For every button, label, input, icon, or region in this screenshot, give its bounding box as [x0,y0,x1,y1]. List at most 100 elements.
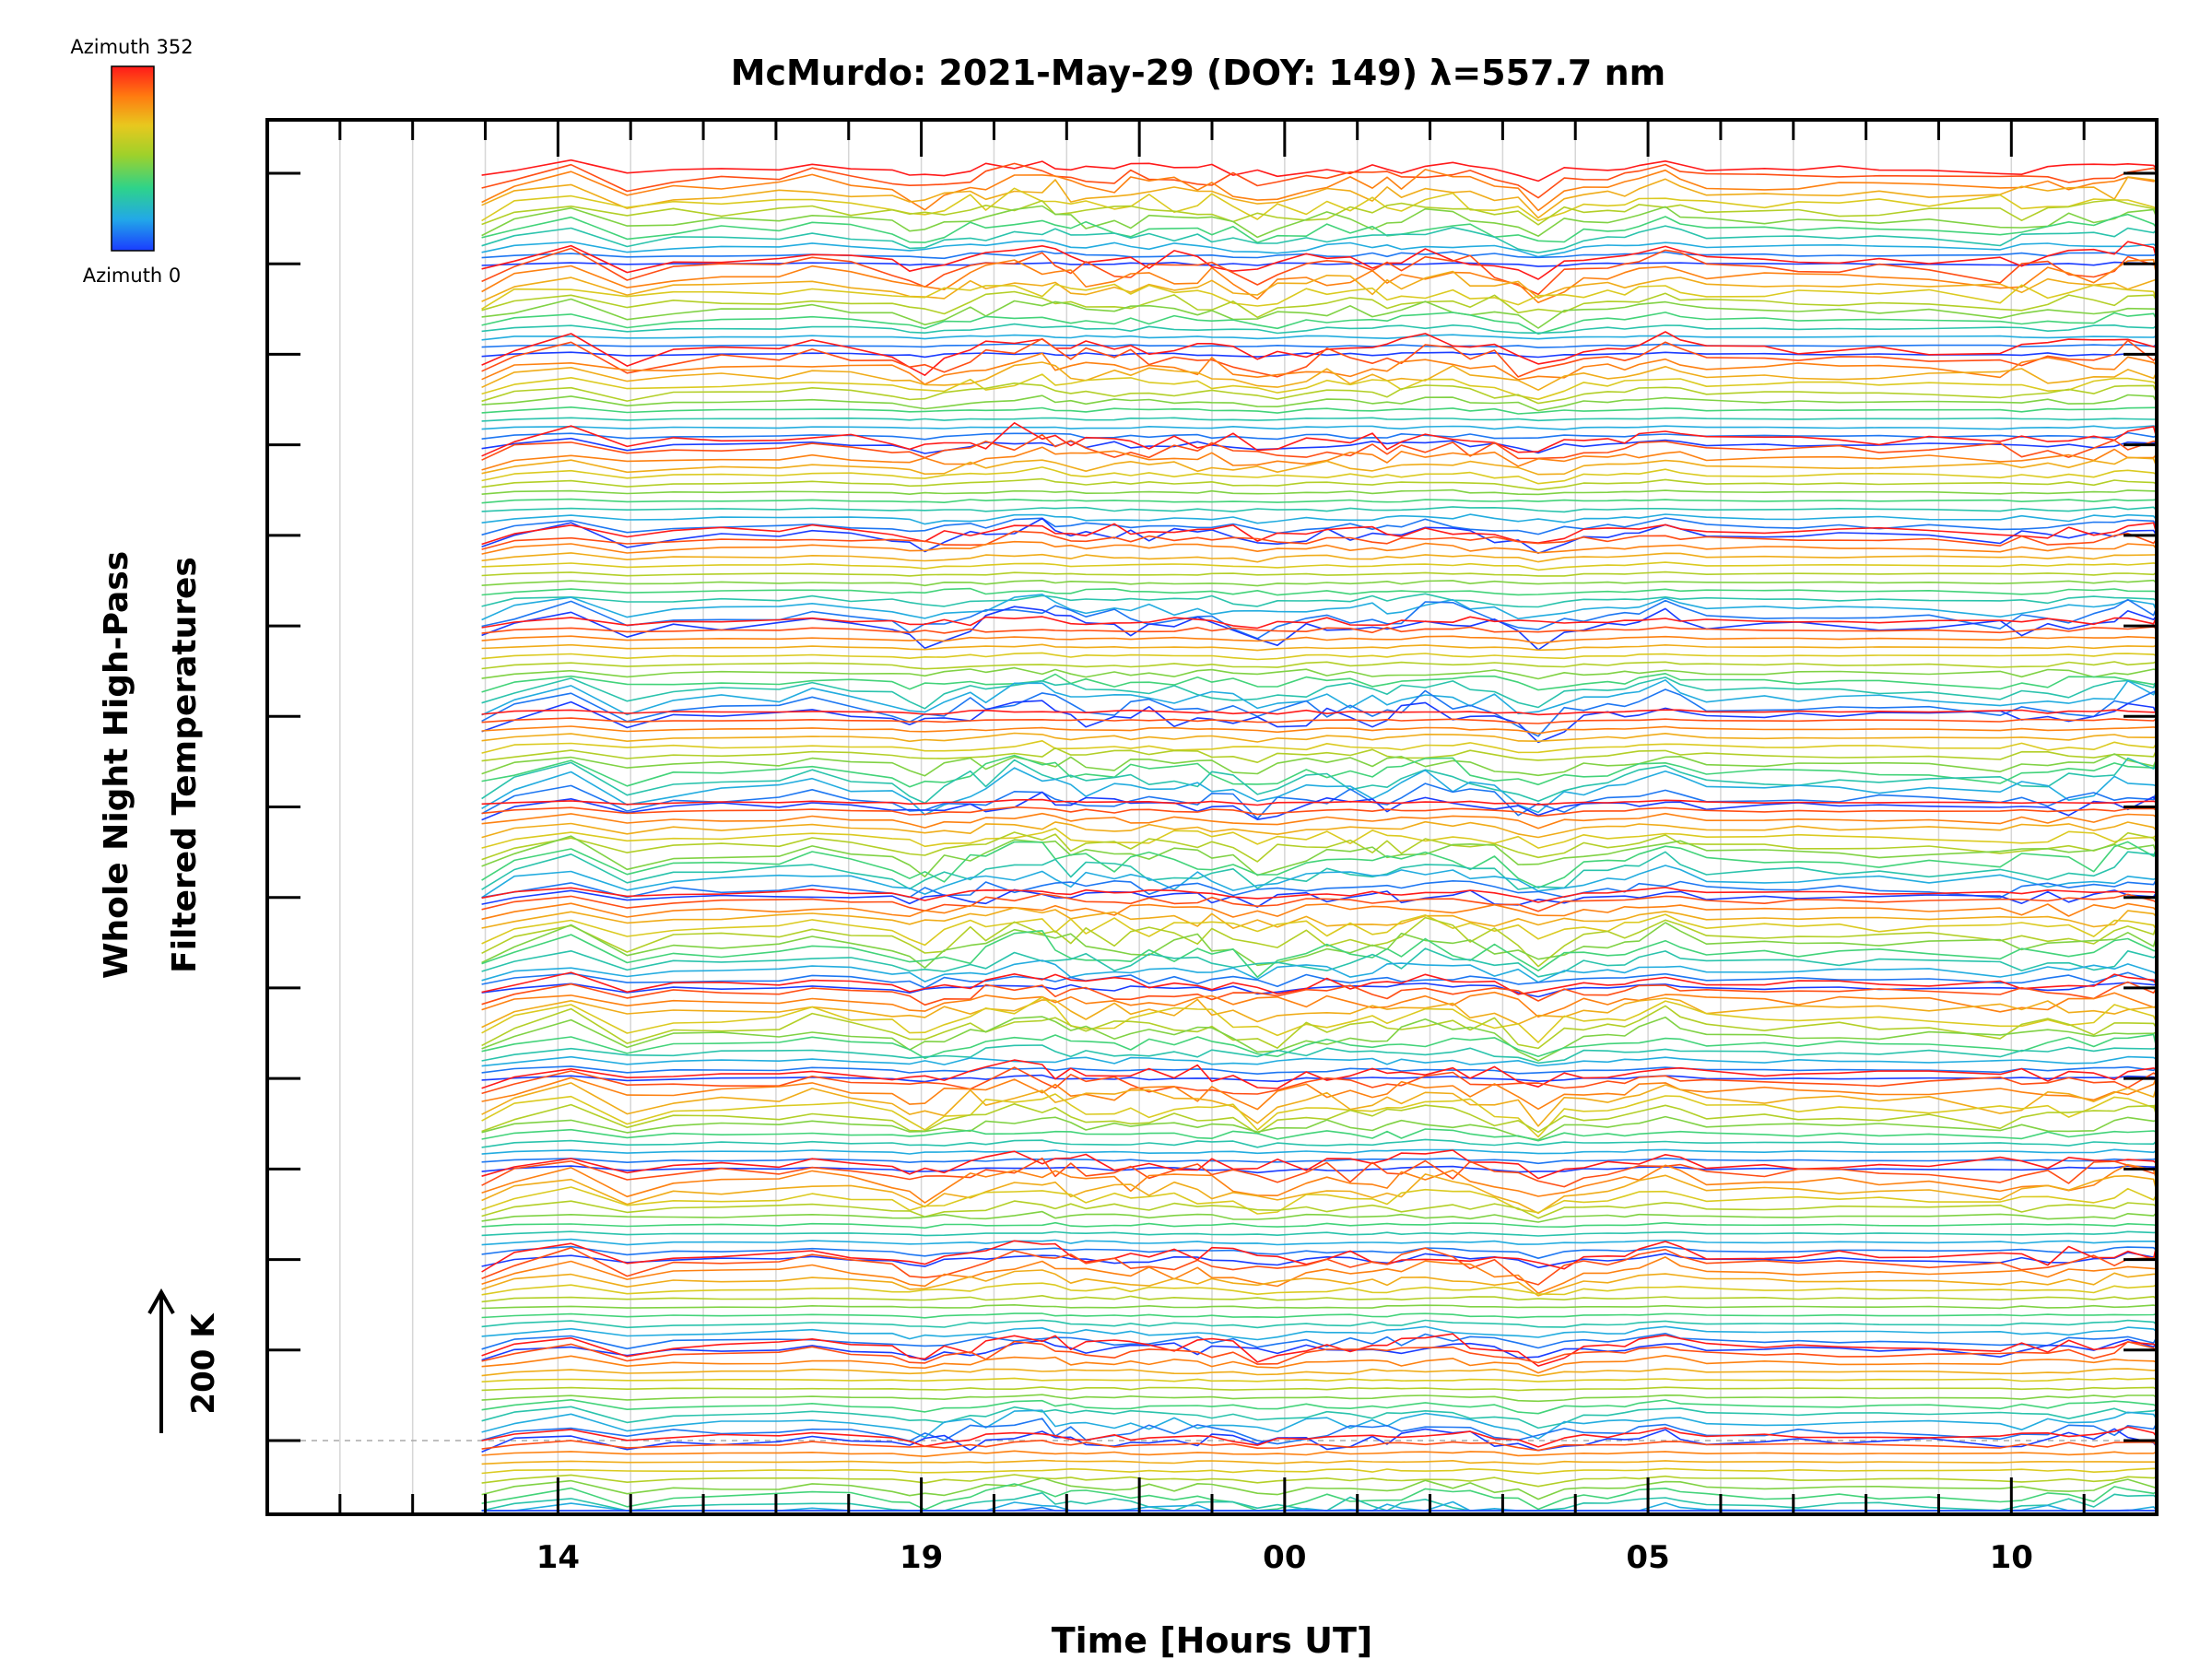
trace-azimuth-64 [481,959,2158,983]
trace-azimuth-352 [481,522,2158,546]
trace-azimuth-0 [481,700,2158,744]
trace-azimuth-64 [481,334,2158,341]
scale-arrow-icon [147,1288,175,1433]
trace-azimuth-32 [481,878,2158,899]
x-axis-label: Time [Hours UT] [1052,1620,1373,1659]
trace-azimuth-96 [481,1230,2158,1237]
x-tick-labels: 14 19 00 05 10 [536,1539,2033,1576]
trace-azimuth-64 [481,1500,2158,1512]
trace-azimuth-320 [481,1340,2158,1365]
trace-azimuth-256 [481,906,2158,930]
trace-azimuth-64 [481,678,2158,716]
trace-azimuth-160 [481,1477,2158,1500]
trace-azimuth-288 [481,169,2158,212]
colorbar-top-label: Azimuth 352 [70,36,193,58]
trace-azimuth-256 [481,456,2158,476]
trace-azimuth-224 [481,1282,2158,1296]
trace-azimuth-128 [481,1399,2158,1415]
trace-azimuth-320 [481,981,2158,1006]
trace-azimuth-256 [481,361,2158,392]
trace-azimuth-192 [481,290,2158,319]
trace-azimuth-160 [481,666,2158,680]
y-axis-label-line1: Whole Night High-Pass [98,551,135,979]
trace-azimuth-256 [481,820,2158,839]
x-tick-label: 19 [900,1539,943,1576]
trace-azimuth-128 [481,1312,2158,1319]
temperature-traces [481,159,2158,1512]
trace-azimuth-160 [481,1210,2158,1223]
trace-azimuth-224 [481,996,2158,1043]
trace-azimuth-64 [481,1325,2158,1341]
trace-azimuth-256 [481,997,2158,1029]
trace-azimuth-128 [481,672,2158,693]
trace-azimuth-192 [481,1103,2158,1135]
trace-azimuth-0 [481,1252,2158,1269]
trace-azimuth-352 [481,421,2158,457]
trace-azimuth-352 [481,241,2158,280]
x-tick-label: 14 [536,1539,580,1576]
trace-azimuth-288 [481,635,2158,644]
trace-azimuth-192 [481,747,2158,764]
trace-azimuth-320 [481,717,2158,724]
trace-azimuth-96 [481,323,2158,335]
trace-azimuth-352 [481,1149,2158,1180]
trace-azimuth-352 [481,159,2158,182]
trace-azimuth-160 [481,205,2158,239]
trace-azimuth-160 [481,298,2158,329]
trace-azimuth-160 [481,1016,2158,1062]
trace-azimuth-288 [481,258,2158,304]
trace-azimuth-288 [481,812,2158,830]
trace-azimuth-352 [481,1240,2158,1273]
trace-azimuth-192 [481,1295,2158,1303]
trace-azimuth-256 [481,1459,2158,1465]
trace-azimuth-192 [481,571,2158,577]
trace-azimuth-0 [481,517,2158,555]
trace-azimuth-224 [481,828,2158,849]
trace-azimuth-0 [481,437,2158,454]
trace-azimuth-0 [481,606,2158,651]
trace-azimuth-96 [481,1044,2158,1065]
trace-azimuth-160 [481,922,2158,969]
colorbar-bottom-label: Azimuth 0 [83,265,182,287]
trace-azimuth-320 [481,1247,2158,1286]
trace-azimuth-160 [481,1115,2158,1141]
trace-azimuth-96 [481,851,2158,890]
trace-azimuth-96 [481,1138,2158,1148]
trace-azimuth-224 [481,1186,2158,1215]
trace-azimuth-192 [481,477,2158,491]
x-tick-label: 00 [1263,1539,1306,1576]
trace-azimuth-32 [481,343,2158,348]
trace-azimuth-320 [481,530,2158,550]
trace-azimuth-288 [481,540,2158,555]
trace-azimuth-32 [481,1333,2158,1350]
trace-azimuth-320 [481,806,2158,818]
trace-azimuth-288 [481,446,2158,471]
trace-azimuth-224 [481,283,2158,310]
x-tick-label: 05 [1626,1539,1669,1576]
trace-azimuth-96 [481,1319,2158,1329]
trace-azimuth-0 [481,1074,2158,1083]
trace-azimuth-64 [481,1409,2158,1440]
trace-azimuth-32 [481,517,2158,536]
trace-azimuth-256 [481,732,2158,743]
trace-azimuth-192 [481,1200,2158,1219]
trace-azimuth-224 [481,913,2158,947]
trace-azimuth-288 [481,1077,2158,1111]
trace-azimuth-288 [481,725,2158,735]
trace-azimuth-0 [481,261,2158,267]
trace-azimuth-64 [481,767,2158,816]
trace-azimuth-64 [481,425,2158,430]
trace-azimuth-32 [481,598,2158,640]
trace-azimuth-64 [481,239,2158,258]
trace-azimuth-224 [481,1467,2158,1475]
trace-azimuth-128 [481,929,2158,978]
scale-label: 200 K [185,1312,222,1415]
trace-azimuth-160 [481,1304,2158,1310]
trace-azimuth-352 [481,1059,2158,1089]
trace-azimuth-352 [481,886,2158,903]
trace-azimuth-256 [481,552,2158,563]
trace-azimuth-128 [481,406,2158,415]
trace-azimuth-128 [481,587,2158,596]
trace-azimuth-128 [481,841,2158,889]
